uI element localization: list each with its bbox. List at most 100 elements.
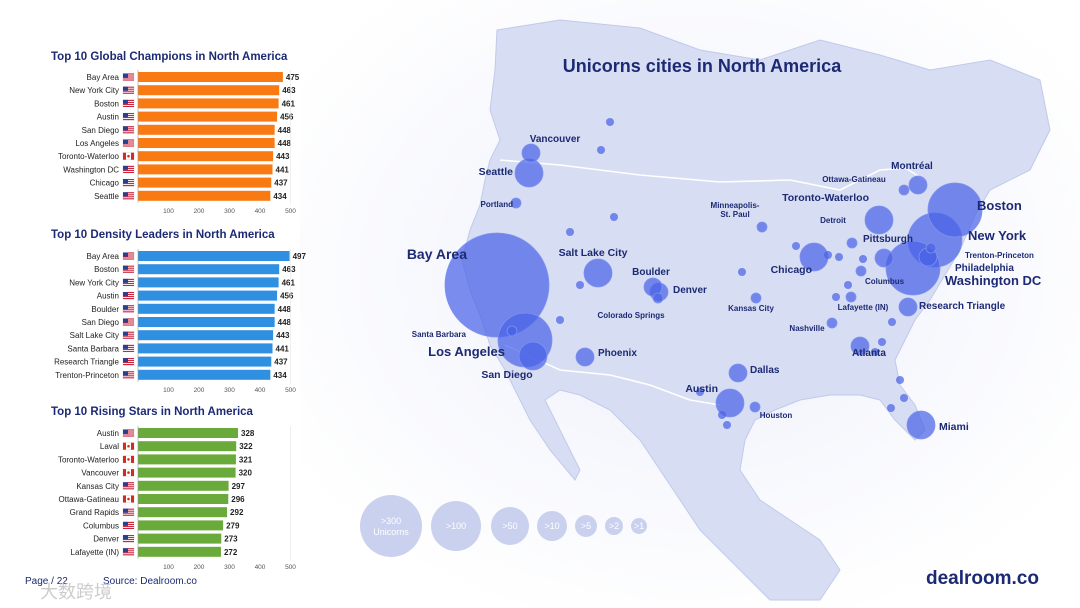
- canada-flag-icon: [122, 152, 135, 160]
- city-bubble-ottawa-gatineau[interactable]: [898, 184, 910, 196]
- city-bubble-boston[interactable]: [927, 182, 983, 238]
- city-bubble-phoenix[interactable]: [575, 347, 595, 367]
- city-label-vancouver: Vancouver: [530, 134, 581, 145]
- us-flag-icon: [122, 278, 135, 287]
- city-bubble-minor[interactable]: [844, 281, 852, 289]
- city-bubbles: [444, 118, 983, 440]
- city-bubble-minor[interactable]: [597, 146, 605, 154]
- city-label-montr-al: Montréal: [891, 161, 933, 172]
- us-flag-icon: [122, 357, 135, 366]
- page-number: Page / 22: [25, 576, 68, 587]
- category-label: Lafayette (IN): [71, 548, 120, 557]
- city-bubble-atlanta[interactable]: [850, 336, 870, 356]
- city-bubble-miami[interactable]: [906, 410, 936, 440]
- city-bubble-detroit[interactable]: [846, 237, 858, 249]
- value-label: 456: [280, 292, 294, 301]
- value-label: 320: [239, 469, 253, 478]
- value-label: 441: [276, 165, 290, 174]
- us-flag-icon: [122, 482, 135, 490]
- category-label: Austin: [97, 292, 119, 301]
- city-bubble-austin[interactable]: [715, 388, 745, 418]
- city-bubble-minor[interactable]: [878, 338, 886, 346]
- city-bubble-minor[interactable]: [859, 255, 867, 263]
- city-bubble-montr-al[interactable]: [908, 175, 928, 195]
- city-bubble-minor[interactable]: [610, 213, 618, 221]
- us-flag-icon: [122, 99, 135, 108]
- bar: [138, 111, 278, 122]
- city-label-trenton-princeton: Trenton-Princeton: [965, 251, 1034, 260]
- legend-label: >50: [502, 521, 517, 531]
- city-bubble-minor[interactable]: [576, 281, 584, 289]
- legend-bubble: [605, 517, 623, 535]
- x-tick-label: 100: [163, 387, 174, 394]
- us-flag-icon: [122, 252, 135, 260]
- city-bubble-nashville[interactable]: [826, 317, 838, 329]
- city-bubble-portland[interactable]: [510, 197, 522, 209]
- city-label-nashville: Nashville: [789, 324, 825, 333]
- city-bubble-santa-barbara[interactable]: [506, 325, 518, 337]
- x-tick-label: 500: [285, 564, 296, 571]
- city-bubble-columbus[interactable]: [855, 265, 867, 277]
- city-bubble-kansas-city[interactable]: [750, 292, 762, 304]
- bar: [138, 177, 272, 188]
- city-bubble-houston[interactable]: [749, 401, 761, 413]
- city-label-san-diego: San Diego: [481, 369, 532, 381]
- value-label: 297: [232, 482, 246, 491]
- city-label-phoenix: Phoenix: [598, 348, 637, 359]
- city-bubble-minor[interactable]: [718, 411, 726, 419]
- city-bubble-trenton-princeton[interactable]: [925, 242, 937, 254]
- category-label: Boulder: [91, 305, 119, 314]
- city-bubble-minor[interactable]: [696, 388, 704, 396]
- city-bubble-salt-lake-city[interactable]: [583, 258, 613, 288]
- value-label: 448: [278, 139, 292, 148]
- legend-label: >300 Unicorns: [373, 516, 409, 537]
- us-flag-icon: [122, 291, 135, 300]
- bar: [138, 369, 271, 380]
- value-label: 322: [239, 442, 253, 451]
- city-bubble-minor[interactable]: [835, 253, 843, 261]
- dealroom-logo[interactable]: dealroom.co: [926, 568, 1039, 589]
- city-bubble-bay-area[interactable]: [444, 232, 550, 338]
- bar: [138, 343, 273, 354]
- us-flag-icon: [122, 192, 135, 200]
- legend-bubble: [431, 501, 481, 551]
- city-bubble-minor[interactable]: [738, 268, 746, 276]
- city-bubble-minor[interactable]: [832, 293, 840, 301]
- city-label-lafayette-in: Lafayette (IN): [838, 303, 889, 312]
- city-bubble-minor[interactable]: [887, 404, 895, 412]
- city-bubble-minor[interactable]: [566, 228, 574, 236]
- city-bubble-minor[interactable]: [723, 421, 731, 429]
- city-bubble-pittsburgh[interactable]: [874, 248, 894, 268]
- us-flag-icon: [122, 178, 135, 187]
- category-label: Kansas City: [76, 482, 119, 491]
- city-bubble-minor[interactable]: [871, 348, 879, 356]
- category-label: Bay Area: [87, 73, 120, 82]
- x-tick-label: 500: [285, 208, 296, 215]
- value-label: 272: [224, 548, 238, 557]
- city-bubble-toronto-waterloo[interactable]: [864, 205, 894, 235]
- city-bubble-minor[interactable]: [792, 242, 800, 250]
- city-bubble-minor[interactable]: [888, 318, 896, 326]
- value-label: 437: [274, 358, 288, 367]
- us-flag-icon: [122, 318, 135, 326]
- bar: [138, 264, 280, 275]
- city-bubble-minor[interactable]: [824, 251, 832, 259]
- city-bubble-san-diego[interactable]: [518, 341, 548, 371]
- value-label: 443: [276, 152, 290, 161]
- city-bubble-minor[interactable]: [900, 394, 908, 402]
- x-tick-label: 100: [163, 208, 174, 215]
- city-bubble-colorado-springs[interactable]: [652, 292, 664, 304]
- city-bubble-lafayette-in[interactable]: [845, 291, 857, 303]
- city-bubble-minor[interactable]: [606, 118, 614, 126]
- city-bubble-minneapolis-st-paul[interactable]: [756, 221, 768, 233]
- category-label: Trenton-Princeton: [55, 371, 119, 380]
- bar: [138, 138, 275, 148]
- value-label: 279: [226, 521, 240, 530]
- city-bubble-minor[interactable]: [896, 376, 904, 384]
- value-label: 296: [231, 495, 245, 504]
- city-bubble-research-triangle[interactable]: [898, 297, 918, 317]
- city-bubble-minor[interactable]: [556, 316, 564, 324]
- city-bubble-vancouver[interactable]: [521, 143, 541, 163]
- city-bubble-dallas[interactable]: [728, 363, 748, 383]
- value-label: 443: [276, 331, 290, 340]
